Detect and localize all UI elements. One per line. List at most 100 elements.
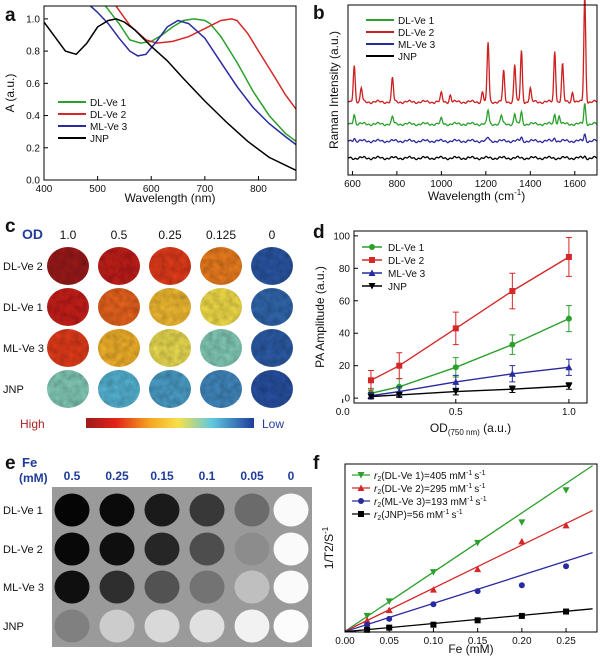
data-point-f xyxy=(363,616,371,624)
mri-well xyxy=(99,532,135,566)
mri-well xyxy=(273,493,309,527)
legend-label-d-0: DL-Ve 1 xyxy=(388,243,425,254)
x-axis-label-a: Wavelength (nm) xyxy=(125,191,216,205)
mri-well xyxy=(99,609,135,643)
y-tick-label-d-2: 40 xyxy=(339,329,351,340)
pa-well xyxy=(149,247,191,285)
y-tick-label-d-0: 0 xyxy=(344,394,350,405)
pa-well xyxy=(251,288,293,326)
pa-well xyxy=(200,288,242,326)
od-column-label-4: 0 xyxy=(269,228,276,242)
panel-letter-a: a xyxy=(5,5,16,26)
data-point-d xyxy=(565,315,572,322)
x-tick-label-a-4: 800 xyxy=(250,184,267,195)
y-tick-label-d-3: 60 xyxy=(339,296,351,307)
panel-letter-b: b xyxy=(313,3,325,24)
legend-label-b-2: ML-Ve 3 xyxy=(398,40,436,51)
data-point-d xyxy=(509,341,516,348)
data-point-f xyxy=(474,565,482,573)
mri-well xyxy=(234,570,270,604)
data-point-d xyxy=(367,377,374,384)
data-point-d xyxy=(565,382,573,390)
y-axis-label-f: 1/T2/S-1 xyxy=(321,526,336,569)
x-axis-label-b: Wavelength (cm-1) xyxy=(428,188,525,203)
mri-row-label-3: JNP xyxy=(3,621,24,633)
mri-well xyxy=(189,493,225,527)
fe-column-label-4: 0.05 xyxy=(240,469,264,483)
pa-well xyxy=(47,247,89,285)
series-line-b-1 xyxy=(347,0,598,105)
pa-row-label-2: ML-Ve 3 xyxy=(3,343,44,355)
x-tick-label-f-2: 0.10 xyxy=(424,636,444,647)
x-tick-label-b-4: 1400 xyxy=(519,179,542,190)
data-point-f xyxy=(364,626,371,633)
x-tick-label-b-3: 1200 xyxy=(475,179,498,190)
data-point-d xyxy=(452,325,459,332)
fit-line-f-0 xyxy=(344,465,593,632)
od-label: OD xyxy=(22,226,43,242)
x-tick-label-a-2: 600 xyxy=(143,184,160,195)
legend-marker-f xyxy=(358,498,364,504)
fe-column-label-3: 0.1 xyxy=(199,469,216,483)
data-point-f xyxy=(429,569,437,576)
data-point-f xyxy=(474,588,481,595)
data-point-f xyxy=(562,521,570,529)
mri-well xyxy=(99,570,135,604)
data-point-f xyxy=(364,621,371,628)
mri-well xyxy=(54,609,90,643)
legend-marker-d xyxy=(368,269,376,276)
legend-label-f-0: r2(DL-Ve 1)=405 mM-1 s-1 xyxy=(374,470,486,483)
y-axis-label-d: PA Amplitude (a.u.) xyxy=(313,266,327,368)
data-point-d xyxy=(452,378,460,385)
series-line-b-3 xyxy=(347,155,598,161)
data-point-d xyxy=(452,388,460,396)
chart-b: 600 800 1000 1200 1400 1600 Wavelength (cm-1) R… xyxy=(327,0,598,203)
data-point-d xyxy=(508,370,516,377)
legend-marker-d xyxy=(369,257,375,263)
pa-well xyxy=(98,247,140,285)
legend-marker-f xyxy=(357,484,365,491)
legend-label-a-0: DL-Ve 1 xyxy=(90,98,127,109)
data-point-f xyxy=(518,612,525,619)
mri-well xyxy=(144,609,180,643)
y-tick-label-a-0: 0.0 xyxy=(26,176,40,187)
x-axis-label-d: OD(750 nm) (a.u.) xyxy=(430,421,511,437)
mri-row-label-2: ML-Ve 3 xyxy=(3,582,44,594)
plot-frame-b xyxy=(347,4,598,176)
legend-marker-d xyxy=(369,244,375,250)
od-column-label-0: 1.0 xyxy=(60,228,77,242)
legend-label-b-3: JNP xyxy=(398,52,417,63)
pa-image-grid: OD 1.0 0.5 0.25 0.125 0 DL-Ve 2 DL-Ve 1 ML-Ve 3 J… xyxy=(3,226,293,431)
pa-well xyxy=(47,288,89,326)
pa-well xyxy=(251,370,293,408)
y-tick-label-a-1: 0.2 xyxy=(26,143,40,154)
fe-column-label-2: 0.15 xyxy=(150,469,174,483)
fit-line-f-1 xyxy=(344,510,593,632)
plot-frame-a xyxy=(43,5,297,181)
mri-well xyxy=(144,493,180,527)
mri-well xyxy=(234,609,270,643)
mri-well xyxy=(234,532,270,566)
pa-well xyxy=(47,370,89,408)
mri-well xyxy=(234,493,270,527)
mri-well xyxy=(189,570,225,604)
data-point-f xyxy=(386,615,393,622)
mri-row-label-1: DL-Ve 2 xyxy=(3,544,43,556)
mri-well xyxy=(273,570,309,604)
legend-label-b-1: DL-Ve 2 xyxy=(398,28,435,39)
panel-letter-d: d xyxy=(313,222,325,243)
x-tick-label-f-1: 0.05 xyxy=(379,636,399,647)
legend-label-f-3: r2(JNP)=56 mM-1 s-1 xyxy=(374,509,463,522)
pa-well xyxy=(98,370,140,408)
x-tick-label-f-4: 0.20 xyxy=(512,636,532,647)
chart-f: 0.00 0.05 0.10 0.15 0.20 0.25 Fe (mM) 1/T2/S-1 r… xyxy=(321,463,598,656)
x-axis-label-f: Fe (mM) xyxy=(448,642,493,656)
x-tick-label-b-5: 1600 xyxy=(564,179,587,190)
fe-label: Fe xyxy=(22,455,37,470)
chart-a: 400 500 600 700 800 0.0 0.2 0.4 0.6 0.8 1.0 Wavelen… xyxy=(3,5,297,205)
mri-well xyxy=(273,532,309,566)
x-tick-label-b-1: 800 xyxy=(389,179,406,190)
pa-well xyxy=(251,329,293,367)
data-point-d xyxy=(396,362,403,369)
